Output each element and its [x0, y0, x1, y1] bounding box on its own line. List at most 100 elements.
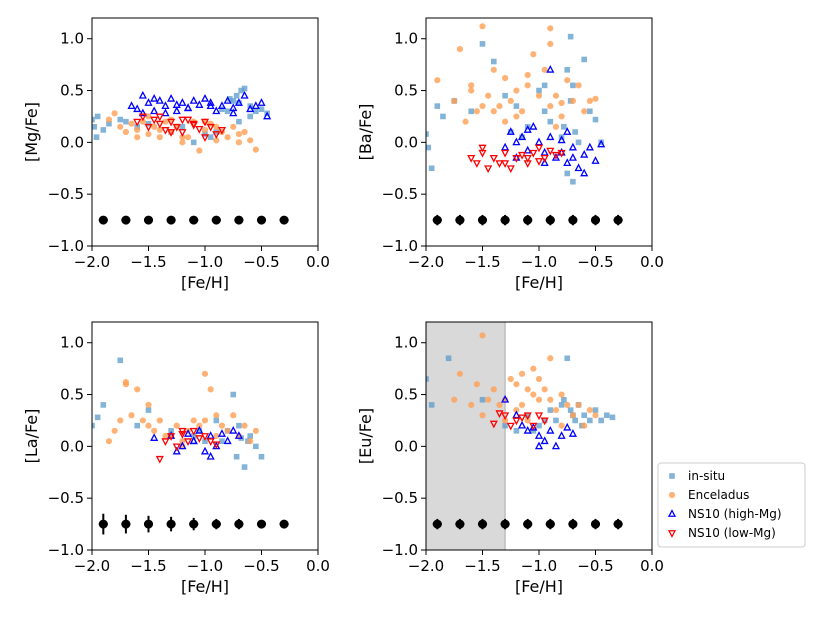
data-point [536, 422, 542, 429]
data-point [212, 106, 221, 115]
data-point [479, 412, 486, 419]
data-point [489, 420, 498, 429]
data-point [597, 139, 606, 148]
data-point [507, 375, 514, 383]
errorbar-point [166, 519, 176, 529]
x-axis-label: [Fe/H] [181, 273, 229, 292]
data-point [479, 23, 486, 30]
errorbar-point [545, 215, 555, 225]
data-point [93, 134, 100, 140]
data-point [184, 134, 192, 141]
data-point [558, 99, 565, 107]
data-point [462, 118, 469, 125]
data-point [92, 422, 95, 429]
y-tick-label: −1.0 [48, 237, 84, 255]
data-point [134, 126, 141, 134]
data-point [547, 396, 554, 403]
errorbar-point [98, 215, 108, 225]
data-point [553, 417, 559, 424]
legend-entry-ns10_high: NS10 (high-Mg) [667, 507, 782, 521]
data-point [434, 77, 441, 84]
data-point [591, 156, 600, 164]
data-point [536, 87, 542, 94]
data-point [581, 56, 587, 63]
errorbar-point [432, 519, 442, 529]
data-point [564, 355, 571, 362]
data-point [151, 123, 158, 130]
errorbar-point [166, 215, 176, 225]
data-point [485, 92, 492, 99]
data-point [134, 386, 141, 393]
data-point [552, 406, 560, 414]
x-tick-label: −1.0 [521, 557, 557, 575]
data-point [581, 108, 588, 115]
errorbar-point [257, 215, 266, 225]
x-tick-label: −2.0 [74, 557, 110, 575]
data-point [195, 425, 204, 434]
data-point [134, 422, 140, 429]
errorbar-point [234, 519, 244, 529]
data-point [575, 82, 582, 89]
y-tick-label: 1.0 [394, 30, 418, 48]
data-point [236, 422, 242, 429]
data-point [213, 432, 220, 440]
data-point [501, 412, 510, 421]
errorbar-point [613, 519, 623, 529]
data-point [258, 453, 265, 460]
data-point [117, 417, 124, 424]
errorbar-point [257, 519, 266, 529]
data-point [479, 102, 486, 110]
x-tick-label: 0.0 [640, 253, 664, 271]
data-point [183, 116, 193, 125]
data-point [200, 433, 210, 441]
data-point [161, 438, 170, 447]
data-point [426, 131, 429, 137]
data-point [172, 123, 181, 132]
x-tick-label: 0.0 [306, 557, 330, 575]
y-tick-label: −0.5 [382, 185, 418, 203]
data-point [580, 168, 589, 177]
data-point [524, 82, 531, 89]
y-axis-label: [Ba/Fe] [356, 104, 375, 161]
x-tick-label: −1.0 [521, 253, 557, 271]
y-tick-label: 0.0 [394, 437, 418, 455]
data-point [523, 412, 532, 421]
data-point [252, 427, 259, 434]
data-point [224, 134, 231, 141]
data-point [183, 103, 193, 112]
data-point [207, 120, 214, 127]
series-ns10_low [467, 144, 566, 174]
data-point [513, 406, 520, 414]
data-point [518, 108, 526, 115]
data-point [472, 160, 481, 168]
x-tick-label: −0.5 [577, 253, 613, 271]
data-point [473, 381, 480, 388]
data-point [490, 386, 497, 393]
data-point [178, 431, 187, 439]
series-in_situ [92, 85, 270, 146]
data-point [223, 436, 232, 445]
data-point [495, 410, 504, 419]
data-point [167, 93, 176, 102]
data-point [478, 144, 487, 153]
data-point [445, 355, 452, 362]
data-point [223, 96, 232, 104]
x-axis-label: [Fe/H] [515, 273, 563, 292]
data-point [240, 90, 249, 99]
data-point [229, 425, 238, 434]
data-point [207, 386, 214, 393]
data-point [574, 163, 583, 172]
data-point [189, 436, 198, 445]
data-point [200, 118, 210, 127]
errorbar-point [121, 519, 131, 529]
data-point [529, 149, 538, 158]
data-point [535, 92, 543, 99]
data-point [468, 401, 475, 409]
data-point [172, 106, 181, 115]
y-tick-label: 0.5 [60, 386, 84, 404]
x-tick-label: −2.0 [408, 253, 444, 271]
data-point [592, 412, 599, 419]
panel-la: −2.0 −1.5 −1.0 −0.5 0.0 −1.0 −0.5 0.0 0.5 1.0 [Fe/… [22, 321, 330, 596]
data-point [569, 97, 577, 105]
data-point [190, 417, 197, 424]
